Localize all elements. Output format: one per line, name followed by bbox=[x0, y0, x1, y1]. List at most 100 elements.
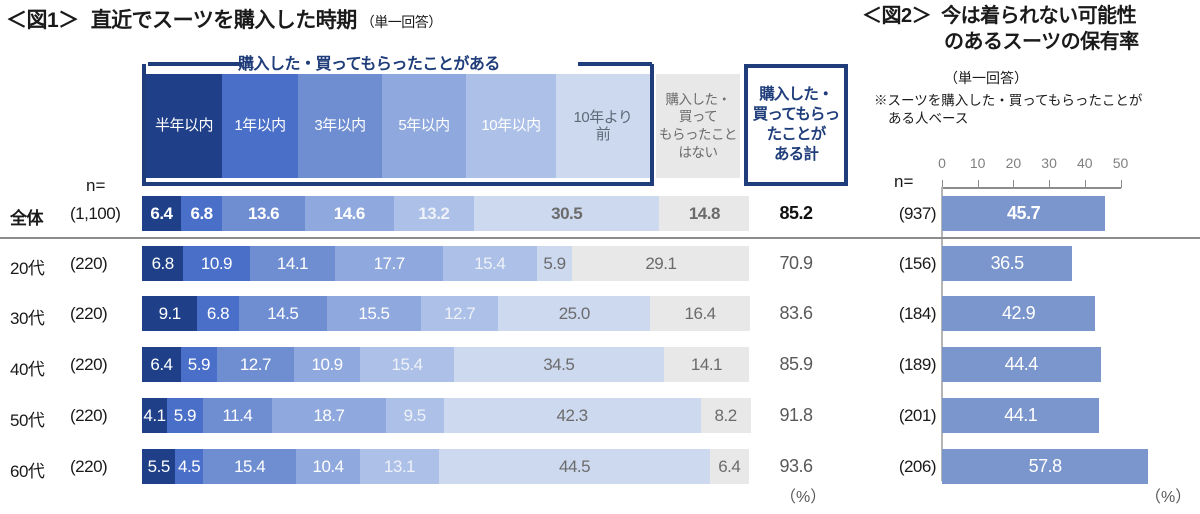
fig1-mark: ＜図1＞ bbox=[6, 9, 79, 32]
legend-title: 購入した・買ってもらったことがある bbox=[238, 56, 500, 73]
fig1-bar-segment: 14.1 bbox=[663, 347, 750, 382]
fig1-bar-segment: 4.5 bbox=[175, 449, 203, 484]
fig1-bar-segment: 9.1 bbox=[142, 296, 198, 331]
fig2-row-n: (156) bbox=[898, 254, 937, 273]
fig2-tick-mark bbox=[1084, 180, 1086, 188]
fig2-percent-label: （%） bbox=[1145, 489, 1192, 506]
fig1-bar-segment: 17.7 bbox=[335, 246, 443, 281]
fig1-stacked-bar: 6.8 10.9 14.1 17.7 15.4 5.9 29.1 bbox=[142, 246, 750, 281]
fig2-row-n: (189) bbox=[898, 355, 937, 374]
fig1-bar-segment: 13.6 bbox=[222, 196, 305, 231]
legend-strip: 半年以内 1年以内 3年以内 5年以内 10年以内 10年より前 bbox=[146, 74, 650, 178]
fig1-bar-segment: 15.4 bbox=[442, 246, 537, 281]
fig1-bar-segment: 5.9 bbox=[180, 347, 217, 382]
legend-cell-4: 5年以内 bbox=[382, 74, 466, 178]
fig1-row-age: 20代 bbox=[10, 259, 45, 278]
fig1-total-value: 91.8 bbox=[779, 405, 813, 425]
fig2-tick-label: 20 bbox=[1005, 155, 1022, 171]
fig1-percent-label: （%） bbox=[780, 489, 827, 506]
legend-rule-right bbox=[578, 62, 652, 66]
fig1-row-n: (220) bbox=[70, 457, 108, 476]
fig1-bar-segment: 8.2 bbox=[700, 398, 751, 433]
fig2-n-header: n= bbox=[894, 172, 914, 191]
fig1-bar-segment: 15.4 bbox=[202, 449, 297, 484]
fig1-total-value: 85.2 bbox=[779, 203, 813, 223]
fig2-baseline bbox=[941, 187, 943, 481]
fig2-bar: 44.4 bbox=[942, 347, 1101, 382]
fig1-bar-segment: 44.5 bbox=[439, 449, 710, 484]
fig2-tick-label: 0 bbox=[938, 155, 946, 171]
fig2-tick-mark bbox=[977, 180, 979, 188]
fig2-tick-mark bbox=[942, 180, 943, 188]
fig1-bar-segment: 14.1 bbox=[249, 246, 336, 281]
legend-rule-left bbox=[148, 62, 242, 66]
fig2-tick-label: 50 bbox=[1112, 155, 1129, 171]
fig1-bar-segment: 13.1 bbox=[359, 449, 440, 484]
fig1-stacked-bar: 6.4 5.9 12.7 10.9 15.4 34.5 14.1 bbox=[142, 347, 750, 382]
legend-cell-2: 1年以内 bbox=[222, 74, 298, 178]
fig1-row-n: (220) bbox=[70, 254, 108, 273]
fig2-page-title: ＜図2＞ 今は着られない可能性 のあるスーツの保有率 bbox=[862, 4, 1139, 55]
fig1-bar-segment: 12.7 bbox=[216, 347, 294, 382]
fig1-bar-segment: 14.5 bbox=[238, 296, 327, 331]
fig1-bar-segment: 6.8 bbox=[180, 196, 223, 231]
fig2-bar: 42.9 bbox=[942, 296, 1096, 331]
fig1-stacked-bar: 5.5 4.5 15.4 10.4 13.1 44.5 6.4 bbox=[142, 449, 749, 484]
fig1-bar-segment: 5.9 bbox=[536, 246, 573, 281]
fig2-bar: 45.7 bbox=[942, 196, 1106, 231]
fig2-note: ※スーツを購入した・買ってもらったことが ある人ベース bbox=[874, 92, 1194, 128]
fig1-bar-segment: 12.7 bbox=[421, 296, 499, 331]
legend-cell-6: 10年より前 bbox=[556, 74, 650, 178]
fig1-row-age: 40代 bbox=[10, 360, 45, 379]
fig1-bar-segment: 5.9 bbox=[166, 398, 203, 433]
legend-total-header: 購入した・ 買ってもらっ たことが ある計 bbox=[744, 64, 848, 186]
fig2-row-n: (206) bbox=[898, 457, 937, 476]
fig2-row-n: (184) bbox=[898, 304, 937, 323]
fig1-bar-segment: 6.4 bbox=[709, 449, 749, 484]
fig1-row-n: (1,100) bbox=[70, 204, 121, 223]
fig1-row-age: 60代 bbox=[10, 462, 45, 481]
fig2-title-line2: のあるスーツの保有率 bbox=[944, 30, 1139, 53]
fig1-title-text: 直近でスーツを購入した時期 bbox=[90, 9, 358, 32]
fig1-stacked-bar: 4.1 5.9 11.4 18.7 9.5 42.3 8.2 bbox=[142, 398, 751, 433]
fig1-stacked-bar: 6.4 6.8 13.6 14.6 13.2 30.5 14.8 bbox=[142, 196, 750, 231]
fig2-subtitle: （単一回答） bbox=[944, 70, 1028, 86]
fig2-axis-line bbox=[942, 187, 1121, 189]
fig1-bar-segment: 15.4 bbox=[360, 347, 454, 382]
fig2-title-line1: 今は着られない可能性 bbox=[941, 5, 1137, 27]
legend-cell-3: 3年以内 bbox=[298, 74, 382, 178]
fig1-bar-segment: 4.1 bbox=[142, 398, 167, 433]
fig1-total-value: 70.9 bbox=[779, 253, 813, 273]
fig1-bar-segment: 10.4 bbox=[296, 449, 360, 484]
fig1-total-value: 93.6 bbox=[779, 456, 813, 476]
fig2-note-line2: ある人ベース bbox=[888, 111, 969, 127]
fig1-row-n: (220) bbox=[70, 355, 108, 374]
fig2-row-n: (201) bbox=[898, 406, 937, 425]
legend-cell-5: 10年以内 bbox=[466, 74, 556, 178]
fig1-bar-segment: 14.6 bbox=[304, 196, 394, 231]
fig1-bar-segment: 6.8 bbox=[142, 246, 184, 281]
fig2-row-n: (937) bbox=[898, 204, 937, 223]
fig1-bar-segment: 25.0 bbox=[498, 296, 651, 331]
fig1-bar-segment: 6.4 bbox=[142, 347, 181, 382]
fig2-tick-label: 30 bbox=[1041, 155, 1057, 171]
fig1-bar-segment: 34.5 bbox=[453, 347, 664, 382]
fig1-bar-segment: 6.4 bbox=[142, 196, 181, 231]
fig1-row-n: (220) bbox=[70, 406, 108, 425]
fig1-bar-segment: 10.9 bbox=[293, 347, 361, 382]
fig1-bar-segment: 6.8 bbox=[197, 296, 239, 331]
fig1-row-age: 30代 bbox=[10, 309, 45, 328]
fig1-total-separator bbox=[0, 237, 1200, 239]
fig1-bar-segment: 9.5 bbox=[385, 398, 444, 433]
fig1-row-n: (220) bbox=[70, 304, 108, 323]
fig1-bar-segment: 5.5 bbox=[142, 449, 176, 484]
fig1-subtitle: （単一回答） bbox=[360, 14, 443, 30]
fig2-tick-label: 40 bbox=[1077, 155, 1093, 171]
fig2-tick-label: 10 bbox=[969, 155, 986, 171]
fig1-bar-segment: 16.4 bbox=[650, 296, 750, 331]
fig1-row-age: 全体 bbox=[10, 209, 44, 228]
fig1-bar-segment: 13.2 bbox=[393, 196, 474, 231]
fig2-bar: 44.1 bbox=[942, 398, 1100, 433]
legend-cell-1: 半年以内 bbox=[146, 74, 222, 178]
fig2-bar: 36.5 bbox=[942, 246, 1073, 281]
